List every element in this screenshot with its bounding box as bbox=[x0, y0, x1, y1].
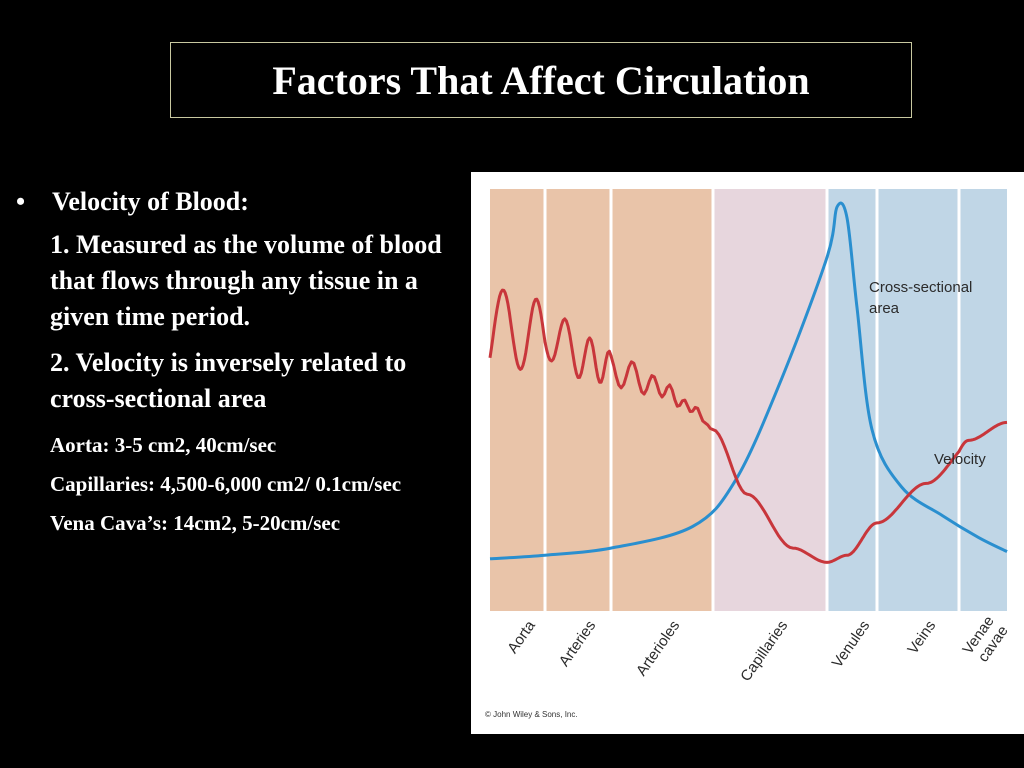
cross-section-curve bbox=[489, 201, 1008, 561]
region-band-arteries bbox=[545, 189, 611, 611]
region-labels: Aorta Arteries Arterioles Capillaries Venule… bbox=[504, 613, 1011, 685]
region-label-text: Veins bbox=[904, 618, 939, 658]
region-band-arterioles bbox=[611, 189, 713, 611]
region-label-text: Aorta bbox=[504, 617, 539, 657]
capillaries-stat: Capillaries: 4,500-6,000 cm2/ 0.1cm/sec bbox=[50, 472, 402, 496]
bullet-item: • Velocity of Blood: bbox=[14, 186, 454, 217]
title-box: Factors That Affect Circulation bbox=[170, 42, 912, 118]
point-two: 2. Velocity is inversely related to cros… bbox=[50, 348, 407, 413]
region-band-aorta bbox=[490, 189, 545, 611]
velocity-curve bbox=[488, 288, 1008, 564]
region-label-arteries: Arteries bbox=[556, 618, 600, 670]
region-band-veins bbox=[877, 189, 959, 611]
chart-panel: Aorta Arteries Arterioles Capillaries Venule… bbox=[471, 172, 1024, 734]
cross-section-label: Cross-sectional area bbox=[869, 279, 972, 317]
vena-cava-stat: Vena Cava’s: 14cm2, 5-20cm/sec bbox=[50, 511, 341, 535]
region-label-arterioles: Arterioles bbox=[633, 618, 683, 680]
region-label-text: Arteries bbox=[556, 618, 600, 670]
bullet-marker: • bbox=[16, 187, 26, 216]
bullet-list: • Velocity of Blood: 1. Measured as the … bbox=[14, 186, 454, 536]
region-label-venules: Venules bbox=[829, 618, 874, 671]
aorta-stat: Aorta: 3-5 cm2, 40cm/sec bbox=[50, 433, 277, 457]
bullet-heading: Velocity of Blood: bbox=[52, 187, 249, 216]
slide-title: Factors That Affect Circulation bbox=[272, 57, 810, 103]
curves bbox=[488, 201, 1008, 564]
copyright-text: © John Wiley & Sons, Inc. bbox=[485, 710, 578, 719]
region-label-aorta: Aorta bbox=[504, 617, 539, 657]
velocity-area-chart: Aorta Arteries Arterioles Capillaries Venule… bbox=[485, 189, 1012, 719]
region-label-text: Venules bbox=[829, 618, 874, 671]
region-band-capillaries bbox=[713, 189, 827, 611]
region-label-capillaries: Capillaries bbox=[737, 618, 791, 685]
region-label-veins: Veins bbox=[904, 618, 939, 658]
point-one: 1. Measured as the volume of blood that … bbox=[50, 230, 442, 331]
region-label-text: Arterioles bbox=[633, 618, 683, 680]
region-bands bbox=[490, 189, 1007, 611]
velocity-label: Velocity bbox=[934, 451, 986, 468]
region-label-text: Capillaries bbox=[737, 618, 791, 685]
